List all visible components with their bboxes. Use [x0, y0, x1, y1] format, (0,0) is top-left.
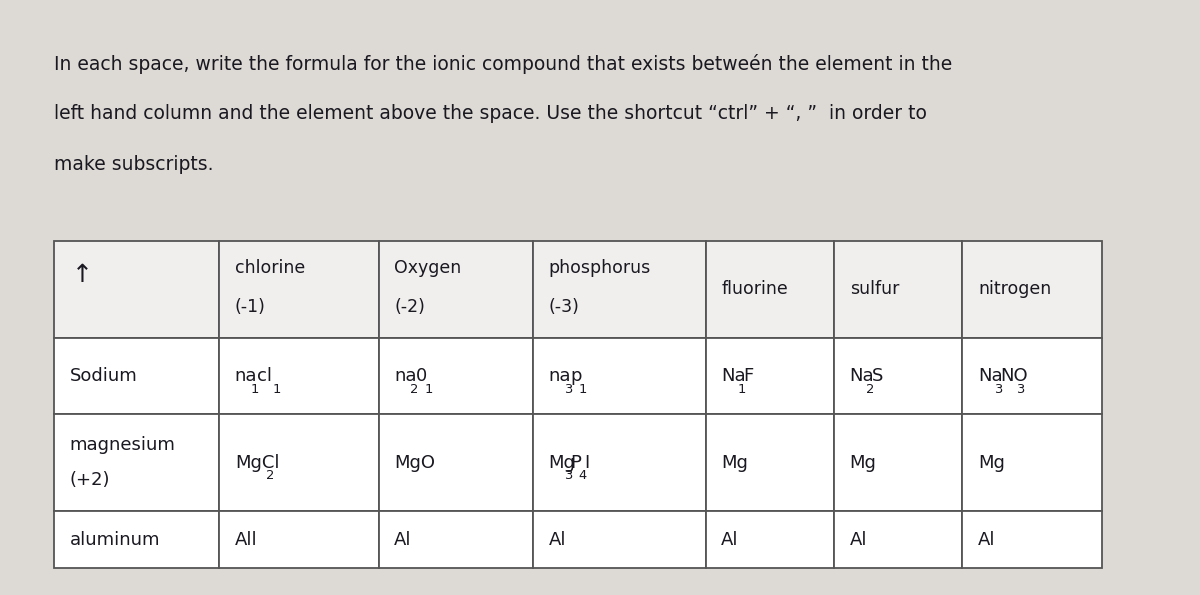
Text: Mg: Mg — [850, 453, 876, 472]
Bar — [54, 414, 220, 511]
Bar — [834, 337, 962, 414]
Text: NO: NO — [1000, 367, 1027, 385]
Text: S: S — [871, 367, 883, 385]
Text: MgO: MgO — [395, 453, 436, 472]
Text: ↑: ↑ — [72, 263, 94, 287]
Text: (-1): (-1) — [235, 298, 265, 315]
Bar — [379, 337, 533, 414]
Text: Al: Al — [850, 531, 868, 549]
Text: 1: 1 — [272, 383, 281, 396]
Text: Al: Al — [395, 531, 412, 549]
Bar — [379, 241, 533, 337]
Text: 3: 3 — [564, 469, 572, 483]
Text: 1: 1 — [578, 383, 587, 396]
Bar — [54, 241, 220, 337]
Text: 1: 1 — [425, 383, 433, 396]
Text: Mg: Mg — [721, 453, 749, 472]
Text: Sodium: Sodium — [70, 367, 137, 385]
Text: fluorine: fluorine — [721, 280, 788, 298]
Text: MgCl: MgCl — [235, 453, 280, 472]
Text: Al: Al — [978, 531, 996, 549]
Text: p: p — [570, 367, 582, 385]
Text: (-3): (-3) — [548, 298, 580, 315]
Bar — [706, 414, 834, 511]
Bar — [533, 414, 706, 511]
Text: Mg: Mg — [978, 453, 1004, 472]
Bar — [706, 511, 834, 568]
Text: F: F — [743, 367, 754, 385]
Text: I: I — [584, 453, 590, 472]
Text: 3: 3 — [564, 383, 572, 396]
Text: (-2): (-2) — [395, 298, 425, 315]
Bar — [706, 241, 834, 337]
Bar — [962, 414, 1102, 511]
Bar — [962, 337, 1102, 414]
Text: P: P — [570, 453, 581, 472]
Bar — [54, 511, 220, 568]
Text: aluminum: aluminum — [70, 531, 160, 549]
Text: 2: 2 — [265, 469, 274, 483]
Text: cl: cl — [257, 367, 271, 385]
Text: 2: 2 — [410, 383, 419, 396]
Text: na: na — [548, 367, 571, 385]
Text: left hand column and the element above the space. Use the shortcut “ctrl” + “, ”: left hand column and the element above t… — [54, 104, 926, 123]
Bar — [220, 511, 379, 568]
Text: chlorine: chlorine — [235, 259, 305, 277]
Bar — [533, 241, 706, 337]
Bar — [220, 414, 379, 511]
Text: Na: Na — [721, 367, 746, 385]
Text: sulfur: sulfur — [850, 280, 899, 298]
Bar — [962, 241, 1102, 337]
Text: 2: 2 — [865, 383, 874, 396]
Bar — [533, 337, 706, 414]
Text: (+2): (+2) — [70, 471, 110, 489]
Text: na: na — [235, 367, 257, 385]
Text: All: All — [235, 531, 257, 549]
Text: Mg: Mg — [548, 453, 575, 472]
Bar — [379, 414, 533, 511]
Bar — [379, 511, 533, 568]
Bar — [220, 337, 379, 414]
Text: 0: 0 — [416, 367, 427, 385]
Text: 4: 4 — [578, 469, 587, 483]
Text: 1: 1 — [737, 383, 745, 396]
Text: Al: Al — [548, 531, 566, 549]
Text: 3: 3 — [1016, 383, 1024, 396]
Bar — [834, 414, 962, 511]
Bar — [834, 511, 962, 568]
Bar — [533, 511, 706, 568]
Bar — [54, 337, 220, 414]
Text: Al: Al — [721, 531, 739, 549]
Text: phosphorus: phosphorus — [548, 259, 650, 277]
Text: magnesium: magnesium — [70, 436, 175, 455]
Bar — [706, 337, 834, 414]
Text: make subscripts.: make subscripts. — [54, 155, 214, 174]
Text: Oxygen: Oxygen — [395, 259, 462, 277]
Text: nitrogen: nitrogen — [978, 280, 1051, 298]
Text: Na: Na — [850, 367, 875, 385]
Text: 1: 1 — [251, 383, 259, 396]
Bar — [220, 241, 379, 337]
Text: na: na — [395, 367, 416, 385]
Text: Na: Na — [978, 367, 1003, 385]
Bar — [834, 241, 962, 337]
Text: In each space, write the formula for the ionic compound that exists betweén the : In each space, write the formula for the… — [54, 54, 953, 74]
Text: 3: 3 — [994, 383, 1002, 396]
Bar — [962, 511, 1102, 568]
